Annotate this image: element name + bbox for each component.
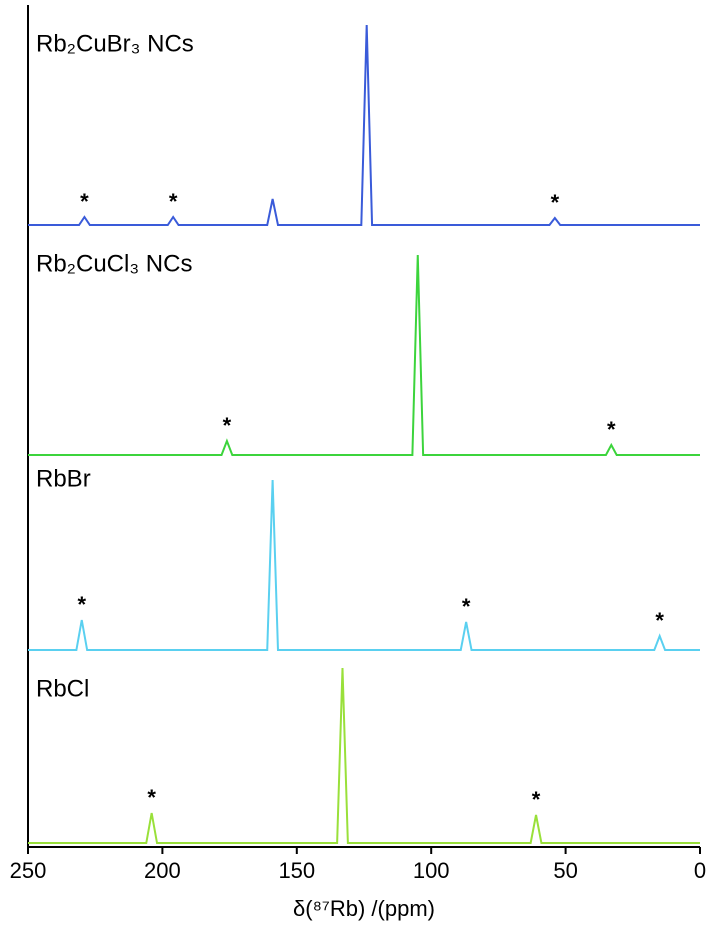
x-axis-label: δ(⁸⁷Rb) /(ppm) bbox=[293, 896, 435, 921]
series-label: Rb₂CuCl₃ NCs bbox=[36, 250, 192, 277]
spectrum-line bbox=[28, 667, 700, 844]
peak-annotation: * bbox=[80, 189, 89, 214]
x-tick-label: 0 bbox=[694, 858, 706, 883]
spectrum-line bbox=[28, 479, 700, 651]
spectrum-line bbox=[28, 254, 700, 456]
peak-annotation: * bbox=[607, 417, 616, 442]
x-tick-label: 100 bbox=[413, 858, 450, 883]
peak-annotation: * bbox=[551, 190, 560, 215]
peak-annotation: * bbox=[77, 592, 86, 617]
peak-annotation: * bbox=[147, 785, 156, 810]
x-tick-label: 150 bbox=[278, 858, 315, 883]
x-tick-label: 250 bbox=[10, 858, 47, 883]
peak-annotation: * bbox=[655, 608, 664, 633]
peak-annotation: * bbox=[462, 594, 471, 619]
series-label: RbCl bbox=[36, 675, 89, 702]
x-tick-label: 50 bbox=[553, 858, 577, 883]
peak-annotation: * bbox=[532, 787, 541, 812]
peak-annotation: * bbox=[223, 413, 232, 438]
x-tick-label: 200 bbox=[144, 858, 181, 883]
spectrum-line bbox=[28, 24, 700, 226]
series-label: Rb₂CuBr₃ NCs bbox=[36, 30, 194, 57]
peak-annotation: * bbox=[169, 189, 178, 214]
series-label: RbBr bbox=[36, 465, 91, 492]
